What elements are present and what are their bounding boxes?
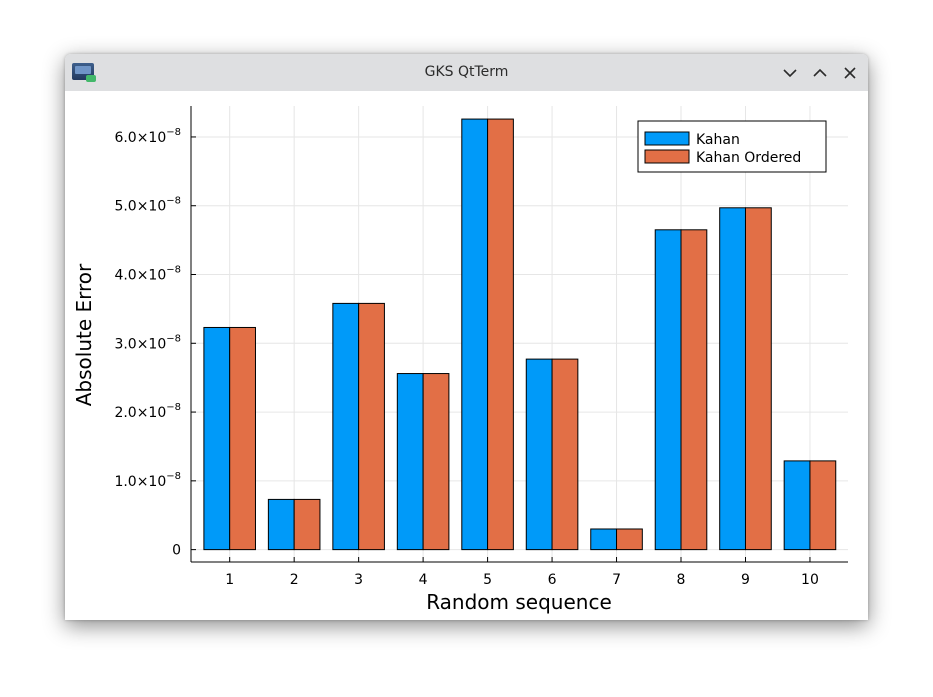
close-button[interactable] [839, 62, 861, 84]
bar-kahan-5 [461, 118, 489, 551]
bar-kahan-ordered-2 [293, 498, 321, 551]
bar-kahan-ordered-6 [551, 358, 579, 551]
bars [203, 118, 837, 551]
legend-swatch [644, 131, 690, 146]
bar-kahan-2 [267, 498, 295, 551]
legend: Kahan Kahan Ordered [637, 120, 827, 173]
bar-kahan-ordered-4 [422, 373, 450, 551]
y-tick-label: 1.0×10−8 [114, 471, 181, 490]
x-tick-label: 1 [225, 572, 234, 588]
bar-kahan-ordered-8 [680, 229, 708, 551]
y-tick-label: 5.0×10−8 [114, 196, 181, 215]
x-tick-label: 6 [548, 572, 557, 588]
bar-kahan-1 [203, 326, 231, 551]
y-tick-label: 0 [172, 543, 181, 559]
x-tick-label: 4 [419, 572, 428, 588]
bar-kahan-ordered-1 [229, 326, 256, 551]
bar-kahan-ordered-9 [744, 207, 772, 551]
bar-kahan-ordered-7 [616, 528, 643, 551]
legend-label: Kahan Ordered [696, 150, 801, 166]
y-tick-label: 2.0×10−8 [114, 402, 181, 421]
x-tick-label: 2 [290, 572, 299, 588]
bar-kahan-10 [783, 460, 811, 551]
title-bar[interactable]: GKS QtTerm [65, 54, 868, 91]
legend-label: Kahan [696, 132, 740, 148]
bar-kahan-ordered-5 [487, 118, 514, 551]
chevron-up-icon [813, 68, 827, 77]
chevron-down-icon [783, 69, 797, 78]
x-tick-label: 3 [354, 572, 363, 588]
close-icon [844, 67, 856, 79]
y-axis-label: Absolute Error [72, 263, 96, 406]
y-tick-label: 4.0×10−8 [114, 265, 181, 284]
x-tick-label: 10 [801, 572, 819, 588]
bar-kahan-8 [654, 229, 682, 551]
bar-kahan-7 [590, 528, 618, 551]
terminal-app-icon [72, 63, 96, 82]
y-tick-label: 6.0×10−8 [114, 127, 181, 146]
window-title: GKS QtTerm [424, 64, 509, 80]
y-tick-label: 3.0×10−8 [114, 333, 181, 352]
x-tick-labels: 1 2 3 4 5 6 7 8 9 10 [225, 557, 819, 588]
bar-kahan-9 [719, 207, 746, 551]
maximize-button[interactable] [809, 62, 831, 84]
bar-chart: 0 1.0×10−8 2.0×10−8 3.0×10−8 4.0×10−8 5.0×10−… [72, 106, 848, 614]
bar-kahan-4 [396, 373, 424, 551]
minimize-button[interactable] [779, 62, 801, 84]
axes [190, 106, 848, 563]
bar-kahan-6 [525, 358, 553, 551]
y-tick-labels: 0 1.0×10−8 2.0×10−8 3.0×10−8 4.0×10−8 5.0×10−… [114, 127, 196, 559]
x-axis-label: Random sequence [426, 590, 612, 614]
bar-kahan-ordered-3 [358, 302, 385, 551]
x-tick-label: 9 [741, 572, 750, 588]
legend-swatch [644, 149, 690, 164]
x-tick-label: 7 [612, 572, 621, 588]
bar-kahan-ordered-10 [809, 460, 837, 551]
x-tick-label: 5 [483, 572, 492, 588]
plot-window: GKS QtTerm 0 1.0×10−8 2.0×10−8 [65, 54, 868, 620]
x-tick-label: 8 [677, 572, 686, 588]
plot-area: 0 1.0×10−8 2.0×10−8 3.0×10−8 4.0×10−8 5.0×10−… [65, 91, 868, 620]
bar-kahan-3 [332, 302, 360, 551]
